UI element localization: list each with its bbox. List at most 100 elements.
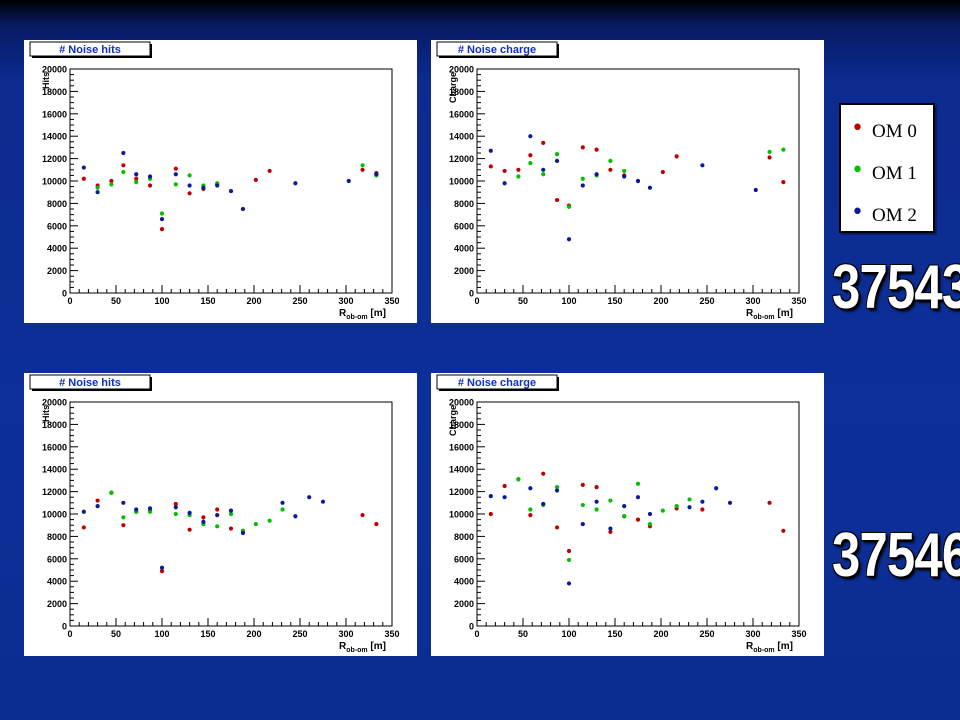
data-point	[622, 168, 627, 174]
data-point	[346, 178, 351, 184]
x-tick-label: 250	[699, 296, 714, 306]
data-point	[767, 149, 772, 154]
data-point	[280, 507, 285, 512]
legend-item-om2: • OM 2	[851, 195, 933, 237]
x-tick-label: 150	[607, 296, 622, 306]
data-point	[173, 166, 178, 171]
data-point	[727, 500, 733, 505]
plot-frame	[476, 401, 800, 627]
x-tick-label: 350	[791, 296, 806, 306]
data-point	[554, 197, 560, 203]
data-point	[647, 521, 653, 527]
data-point	[687, 497, 692, 502]
data-point	[173, 505, 178, 510]
data-point	[187, 173, 192, 178]
data-point	[488, 493, 493, 499]
chart-title: # Noise hits	[59, 44, 121, 56]
title-shadow-right	[150, 377, 152, 391]
data-point	[215, 183, 220, 188]
x-tick-label: 100	[154, 296, 169, 306]
y-tick-label: 12000	[42, 487, 67, 497]
y-tick-label: 2000	[47, 266, 67, 276]
x-tick-label: 0	[474, 629, 479, 639]
data-point	[215, 513, 220, 518]
title-shadow-bottom	[439, 389, 559, 391]
data-point	[554, 152, 560, 157]
y-tick-label: 4000	[454, 577, 474, 587]
data-point	[674, 154, 679, 159]
data-point	[566, 557, 572, 563]
y-tick-label: 6000	[454, 221, 474, 231]
data-point	[541, 172, 546, 177]
y-tick-label: 20000	[449, 65, 474, 75]
data-point	[121, 515, 126, 520]
data-point	[95, 185, 100, 190]
series-om-1	[95, 163, 379, 216]
x-tick-label: 0	[67, 296, 72, 306]
data-point	[147, 506, 153, 511]
x-tick-label: 50	[111, 296, 121, 306]
data-point	[187, 510, 192, 515]
data-point	[293, 514, 298, 519]
data-point	[594, 507, 599, 512]
y-tick-label: 0	[469, 289, 474, 299]
x-tick-label: 300	[745, 629, 760, 639]
data-point	[147, 509, 153, 514]
data-point	[700, 163, 705, 168]
legend-label-om2: OM 2	[871, 205, 917, 226]
data-point	[516, 477, 521, 482]
x-tick-label: 100	[154, 629, 169, 639]
x-tick-label: 100	[561, 296, 576, 306]
data-point	[121, 163, 126, 168]
series-om-0	[81, 163, 379, 232]
plot-panel-hits-37546: # Noise hits 0 2000 4000 6000 8000 10000 12000 1…	[24, 373, 417, 656]
data-point	[528, 513, 533, 518]
data-point	[201, 519, 206, 524]
series-om-1	[516, 477, 692, 563]
legend-marker-om2: •	[851, 200, 864, 225]
x-axis-label: Rob-om [m]	[746, 641, 793, 654]
y-tick-label: 8000	[454, 532, 474, 542]
data-point	[121, 150, 126, 156]
y-tick-label: 8000	[47, 532, 67, 542]
data-point	[594, 485, 599, 490]
data-point	[147, 183, 153, 188]
x-tick-label: 200	[246, 296, 261, 306]
data-point	[647, 185, 653, 190]
data-point	[554, 525, 560, 530]
data-point	[109, 178, 114, 184]
data-point	[215, 507, 220, 512]
legend-marker-om0: •	[851, 116, 864, 141]
data-point	[488, 164, 493, 169]
series-om-2	[488, 486, 733, 586]
data-point	[95, 190, 100, 195]
chart-title-box: # Noise hits	[29, 41, 152, 58]
legend-label-om1: OM 1	[871, 163, 917, 184]
x-tick-label: 150	[607, 629, 622, 639]
x-tick-label: 300	[338, 296, 353, 306]
data-point	[81, 165, 86, 170]
data-point	[528, 160, 533, 166]
series-om-2	[81, 495, 326, 570]
data-point	[608, 158, 613, 163]
data-point	[541, 140, 546, 146]
data-point	[320, 499, 326, 504]
data-point	[554, 485, 560, 490]
y-tick-label: 18000	[42, 420, 67, 430]
x-axis-label-unit: [m]	[368, 641, 386, 652]
data-point	[134, 172, 139, 177]
data-point	[187, 191, 192, 196]
data-point	[635, 178, 641, 184]
y-tick-label: 18000	[449, 87, 474, 97]
data-point	[293, 181, 298, 186]
data-point	[566, 204, 572, 209]
data-point	[360, 163, 365, 168]
chart-title: # Noise hits	[59, 377, 121, 389]
data-point	[687, 505, 692, 510]
data-point	[580, 521, 585, 527]
data-point	[187, 183, 192, 188]
y-tick-label: 16000	[449, 442, 474, 452]
data-point	[173, 182, 178, 187]
y-tick-label: 14000	[449, 132, 474, 142]
y-tick-label: 10000	[42, 177, 67, 187]
